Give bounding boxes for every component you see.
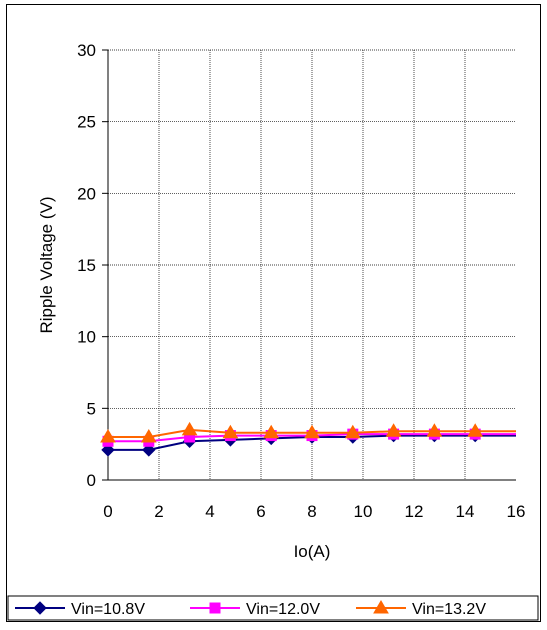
- data-point: [385, 423, 402, 437]
- y-tick-label: 5: [87, 399, 96, 418]
- x-tick-label: 12: [405, 502, 424, 521]
- data-point: [467, 423, 484, 437]
- x-tick-label: 0: [103, 502, 112, 521]
- legend-item: Vin=13.2V: [356, 600, 486, 618]
- y-tick-label: 20: [77, 184, 96, 203]
- legend-item: Vin=12.0V: [190, 601, 320, 618]
- axes: [102, 49, 516, 481]
- data-point: [142, 443, 156, 457]
- x-axis-title: Io(A): [294, 542, 331, 561]
- legend-label: Vin=13.2V: [412, 601, 486, 618]
- data-point: [101, 443, 115, 457]
- x-tick-label: 10: [354, 502, 373, 521]
- y-tick-label: 25: [77, 113, 96, 132]
- data-point: [263, 424, 280, 439]
- chart-frame: [6, 4, 541, 622]
- y-tick-label: 30: [77, 41, 96, 60]
- y-tick-label: 0: [87, 471, 96, 490]
- data-point: [181, 421, 198, 436]
- legend-swatch-marker: [33, 601, 47, 615]
- x-tick-label: 16: [507, 502, 526, 521]
- legend-box: [7, 595, 539, 621]
- tick-labels: 0 5 10 15 20 25 30 0 2 4 6 8 10 12 14 16: [77, 41, 525, 521]
- x-tick-label: 2: [154, 502, 163, 521]
- data-point: [426, 423, 443, 437]
- data-point: [140, 429, 157, 443]
- x-tick-label: 6: [256, 502, 265, 521]
- legend-swatch-marker: [209, 602, 221, 614]
- data-point: [100, 429, 116, 443]
- legend-swatch-marker: [373, 600, 389, 614]
- y-tick-label: 10: [77, 328, 96, 347]
- data-point: [344, 424, 361, 439]
- x-tick-label: 14: [456, 502, 475, 521]
- legend-label: Vin=10.8V: [71, 601, 145, 618]
- x-tick-label: 4: [205, 502, 214, 521]
- legend-label: Vin=12.0V: [246, 601, 320, 618]
- data-point: [304, 424, 320, 439]
- series-2: [100, 421, 516, 443]
- grid-lines: [108, 49, 516, 480]
- legend-item: Vin=10.8V: [15, 601, 145, 618]
- legend: Vin=10.8V Vin=12.0V Vin=13.2V: [7, 595, 539, 621]
- data-point: [222, 424, 239, 439]
- y-tick-label: 15: [77, 256, 96, 275]
- y-axis-title: Ripple Voltage (V): [37, 196, 56, 333]
- x-tick-label: 8: [307, 502, 316, 521]
- series-layer: [100, 421, 516, 457]
